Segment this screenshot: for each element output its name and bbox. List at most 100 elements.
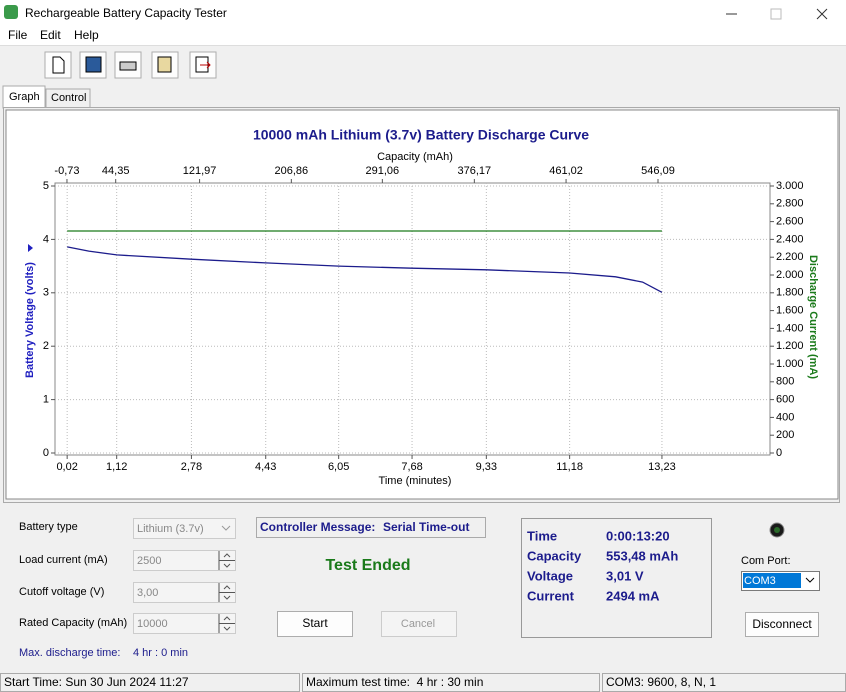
readout-value: 553,48 mAh — [606, 548, 678, 563]
selection — [743, 573, 801, 588]
field-value: 2500 — [137, 555, 161, 567]
readout-label: Time — [527, 528, 557, 543]
y-tick-label: 4 — [43, 233, 49, 245]
y-tick-label: 0 — [43, 447, 49, 459]
y2-tick-label: 3.000 — [776, 180, 804, 192]
window-title: Rechargeable Battery Capacity Tester — [25, 6, 227, 20]
axis-cursor — [28, 244, 33, 252]
x-tick-label: 6,05 — [328, 461, 349, 473]
status-text: Maximum test time: 4 hr : 30 min — [306, 675, 483, 689]
title-bar — [0, 0, 846, 28]
x2-tick-label: 206,86 — [275, 165, 309, 177]
start-button[interactable] — [277, 611, 353, 637]
maximize-button[interactable] — [770, 8, 782, 20]
spinner[interactable] — [218, 551, 235, 570]
icon — [52, 56, 65, 74]
controller-message: Serial Time-out — [383, 520, 469, 534]
x2-tick-label: -0,73 — [54, 165, 79, 177]
field-label: Cutoff voltage (V) — [19, 586, 104, 598]
y-axis-label: Battery Voltage (volts) — [24, 262, 36, 378]
x-tick-label: 7,68 — [401, 461, 422, 473]
close-button[interactable] — [816, 8, 828, 20]
y2-tick-label: 800 — [776, 376, 794, 388]
y2-tick-label: 2.800 — [776, 198, 804, 210]
x2-tick-label: 376,17 — [458, 165, 492, 177]
y2-tick-label: 400 — [776, 411, 794, 423]
readout-label: Current — [527, 588, 575, 603]
y2-tick-label: 1.000 — [776, 358, 804, 370]
y2-tick-label: 2.600 — [776, 216, 804, 228]
x2-tick-label: 461,02 — [549, 165, 583, 177]
disconnect-button[interactable] — [745, 612, 819, 637]
cancel-button[interactable] — [381, 611, 457, 637]
icon — [200, 61, 211, 69]
icon — [119, 61, 137, 71]
x2-tick-label: 291,06 — [366, 165, 400, 177]
readout-box — [521, 518, 712, 638]
readout: Time 0:00:13:20 Capacity 553,48 mAh Voltage 3… — [527, 528, 678, 603]
x-tick-label: 0,02 — [56, 461, 77, 473]
com-label: Com Port: — [741, 555, 791, 567]
x2-tick-label: 546,09 — [641, 165, 675, 177]
x-tick-label: 13,23 — [648, 461, 676, 473]
test-status: Test Ended — [325, 557, 410, 574]
field-label: Battery type — [19, 521, 78, 533]
x-tick-label: 2,78 — [181, 461, 202, 473]
field-label: Rated Capacity (mAh) — [19, 617, 127, 629]
y2-tick-label: 200 — [776, 429, 794, 441]
spinner[interactable] — [218, 583, 235, 602]
status-led-core — [774, 527, 780, 533]
field-value: 10000 — [137, 618, 168, 630]
max-discharge-value: 4 hr : 0 min — [133, 647, 188, 659]
readout-value: 3,01 V — [606, 568, 644, 583]
y-tick-label: 1 — [43, 394, 49, 406]
readout-label: Capacity — [527, 548, 582, 563]
spin-field[interactable] — [133, 582, 236, 603]
controller-box — [256, 517, 486, 538]
tab-label[interactable]: Control — [51, 92, 86, 104]
button-label[interactable]: Start — [302, 616, 328, 630]
y2-tick-label: 600 — [776, 394, 794, 406]
app-icon — [4, 5, 18, 19]
button-label[interactable]: Cancel — [401, 618, 435, 630]
x-tick-label: 9,33 — [476, 461, 497, 473]
spin-field[interactable] — [133, 613, 236, 634]
menu-item[interactable]: Edit — [40, 28, 61, 42]
x2-axis-label: Capacity (mAh) — [377, 151, 453, 163]
menu-item[interactable]: Help — [74, 28, 99, 42]
toolbar — [44, 51, 217, 79]
y2-tick-label: 0 — [776, 447, 782, 459]
status-text: Start Time: Sun 30 Jun 2024 11:27 — [4, 675, 189, 689]
button-label[interactable]: Disconnect — [752, 617, 812, 631]
x-tick-label: 4,43 — [255, 461, 276, 473]
menu-bar — [0, 28, 846, 45]
y2-axis-label: Discharge Current (mA) — [807, 255, 819, 379]
tab-label[interactable]: Graph — [9, 91, 40, 103]
y2-tick-label: 2.400 — [776, 233, 804, 245]
com-value: COM3 — [744, 575, 776, 587]
select-field[interactable] — [133, 518, 236, 539]
spinner[interactable] — [218, 614, 235, 633]
field-label: Load current (mA) — [19, 554, 108, 566]
y2-tick-label: 2.200 — [776, 251, 804, 263]
max-discharge-label: Max. discharge time: — [19, 647, 120, 659]
x-axis-label: Time (minutes) — [379, 475, 452, 487]
series-line — [67, 246, 663, 293]
status-text: COM3: 9600, 8, N, 1 — [606, 675, 716, 689]
x2-tick-label: 44,35 — [102, 165, 130, 177]
menu-item[interactable]: File — [8, 28, 28, 42]
x-tick-label: 11,18 — [556, 461, 583, 473]
y2-tick-label: 1.800 — [776, 287, 804, 299]
y2-tick-label: 2.000 — [776, 269, 804, 281]
y2-tick-label: 1.400 — [776, 322, 804, 334]
dropdown-arrow — [221, 525, 231, 531]
icon — [85, 56, 102, 73]
chart: 10000 mAh Lithium (3.7v) Battery Dischar… — [24, 127, 819, 487]
spin-field[interactable] — [133, 550, 236, 571]
y-tick-label: 5 — [43, 180, 49, 192]
readout-value: 0:00:13:20 — [606, 528, 670, 543]
y-tick-label: 2 — [43, 340, 49, 352]
y-tick-label: 3 — [43, 287, 49, 299]
field-value: 3,00 — [137, 587, 158, 599]
